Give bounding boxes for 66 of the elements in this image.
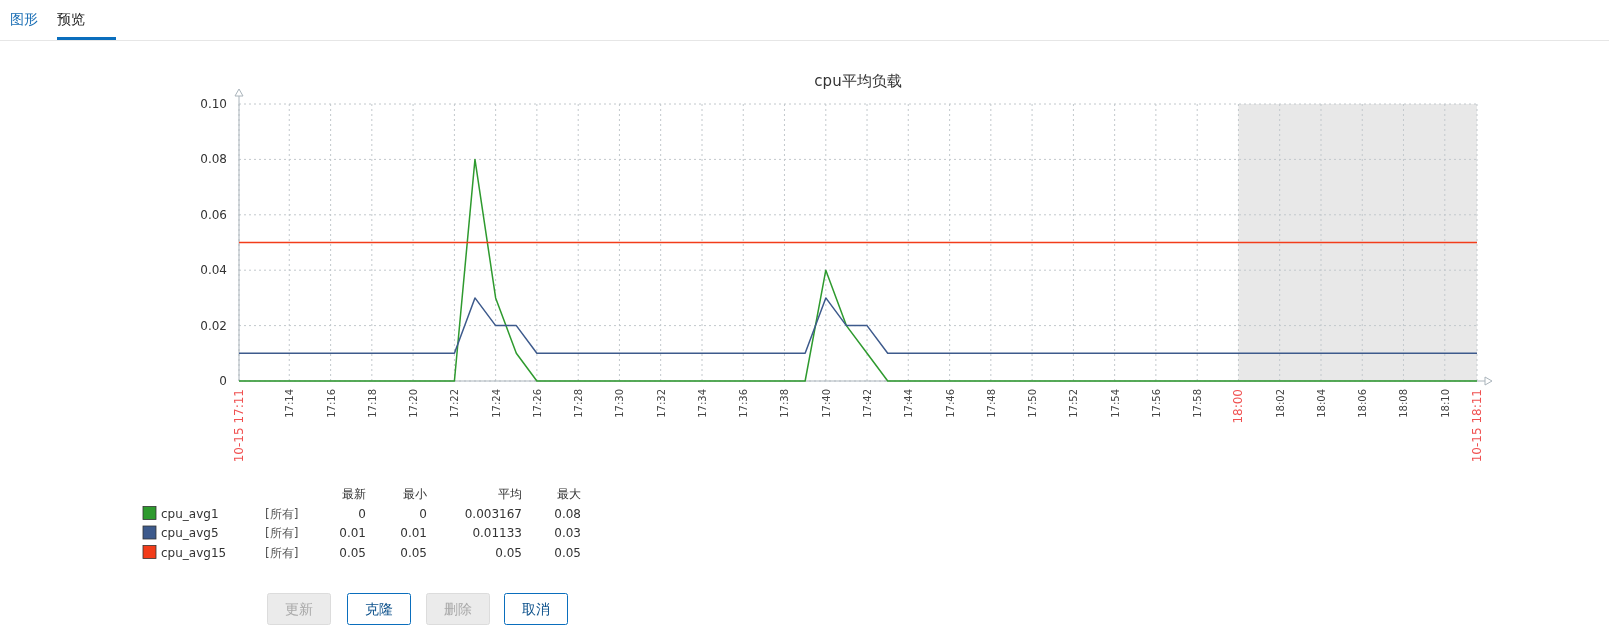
x-tick-label: 17:48 xyxy=(985,389,997,418)
text: 最小 xyxy=(403,487,427,501)
text: 0.01133 xyxy=(472,526,522,540)
text: 0.08 xyxy=(554,506,581,521)
text: 最大 xyxy=(557,487,581,501)
x-tick-label: 17:52 xyxy=(1068,389,1080,418)
y-tick-label: 0.08 xyxy=(200,152,227,167)
x-tick-label: 17:46 xyxy=(944,389,956,418)
y-tick-label: 0.06 xyxy=(200,207,227,222)
y-tick-label: 0.04 xyxy=(200,263,227,278)
x-tick-label: 17:44 xyxy=(903,389,915,418)
legend-label: cpu_avg1 xyxy=(161,506,219,521)
x-tick-label: 17:54 xyxy=(1109,389,1121,418)
y-tick-label: 0 xyxy=(219,374,227,388)
x-tick-label: 10-15 17:11 xyxy=(232,389,246,463)
x-tick-label: 17:22 xyxy=(449,389,461,418)
chart-title: cpu平均负载 xyxy=(814,72,902,90)
y-tick-label: 0.10 xyxy=(200,97,227,111)
x-tick-label: 17:38 xyxy=(779,389,791,418)
text: 0.01 xyxy=(339,526,366,540)
text: 取消 xyxy=(522,601,550,617)
text: 0.05 xyxy=(400,545,427,560)
text: 图形 xyxy=(10,11,38,27)
text: 0 xyxy=(358,506,366,521)
x-tick-label: 18:04 xyxy=(1316,389,1328,418)
x-tick-label: 17:18 xyxy=(366,389,378,418)
text: 删除 xyxy=(444,601,472,617)
x-tick-label: 17:30 xyxy=(614,389,626,418)
x-tick-label: 18:06 xyxy=(1357,389,1369,418)
x-tick-label: 17:56 xyxy=(1150,389,1162,418)
text: 平均 xyxy=(498,487,522,501)
x-tick-label: 17:34 xyxy=(697,389,709,418)
text: 最新 xyxy=(342,487,366,501)
text: 0.05 xyxy=(554,545,581,560)
x-tick-label: 17:20 xyxy=(408,389,420,418)
x-tick-label: 17:58 xyxy=(1192,389,1204,418)
x-tick-label: 18:08 xyxy=(1398,389,1410,418)
x-tick-label: 17:28 xyxy=(573,389,585,418)
text: 0.03 xyxy=(554,526,581,540)
text: [所有] xyxy=(265,545,299,560)
y-tick-label: 0.02 xyxy=(200,318,227,333)
legend-label: cpu_avg15 xyxy=(161,545,227,560)
x-tick-label: 17:40 xyxy=(820,389,832,418)
x-tick-label: 17:50 xyxy=(1027,389,1039,418)
legend-label: cpu_avg5 xyxy=(161,526,219,540)
text: 更新 xyxy=(285,601,313,617)
x-tick-label: 10-15 18:11 xyxy=(1470,389,1484,463)
text: 0.01 xyxy=(400,526,427,540)
x-tick-label: 17:32 xyxy=(655,389,667,418)
x-tick-label: 18:10 xyxy=(1439,389,1451,418)
x-tick-label: 17:36 xyxy=(738,389,750,418)
text: 0.003167 xyxy=(464,506,522,521)
text: 克隆 xyxy=(365,601,393,617)
text: 0.05 xyxy=(495,545,522,560)
x-tick-label: 17:42 xyxy=(862,389,874,418)
text: [所有] xyxy=(265,506,299,521)
text: [所有] xyxy=(265,526,299,540)
text: 0 xyxy=(419,506,427,521)
x-tick-label: 17:14 xyxy=(284,389,296,418)
text: 0.05 xyxy=(339,545,366,560)
x-tick-label: 17:16 xyxy=(325,389,337,418)
text: 预览 xyxy=(57,11,85,27)
x-tick-label: 18:02 xyxy=(1274,389,1286,418)
x-tick-label: 17:26 xyxy=(531,389,543,418)
x-tick-label: 18:00 xyxy=(1231,389,1246,424)
x-tick-label: 17:24 xyxy=(490,389,502,418)
